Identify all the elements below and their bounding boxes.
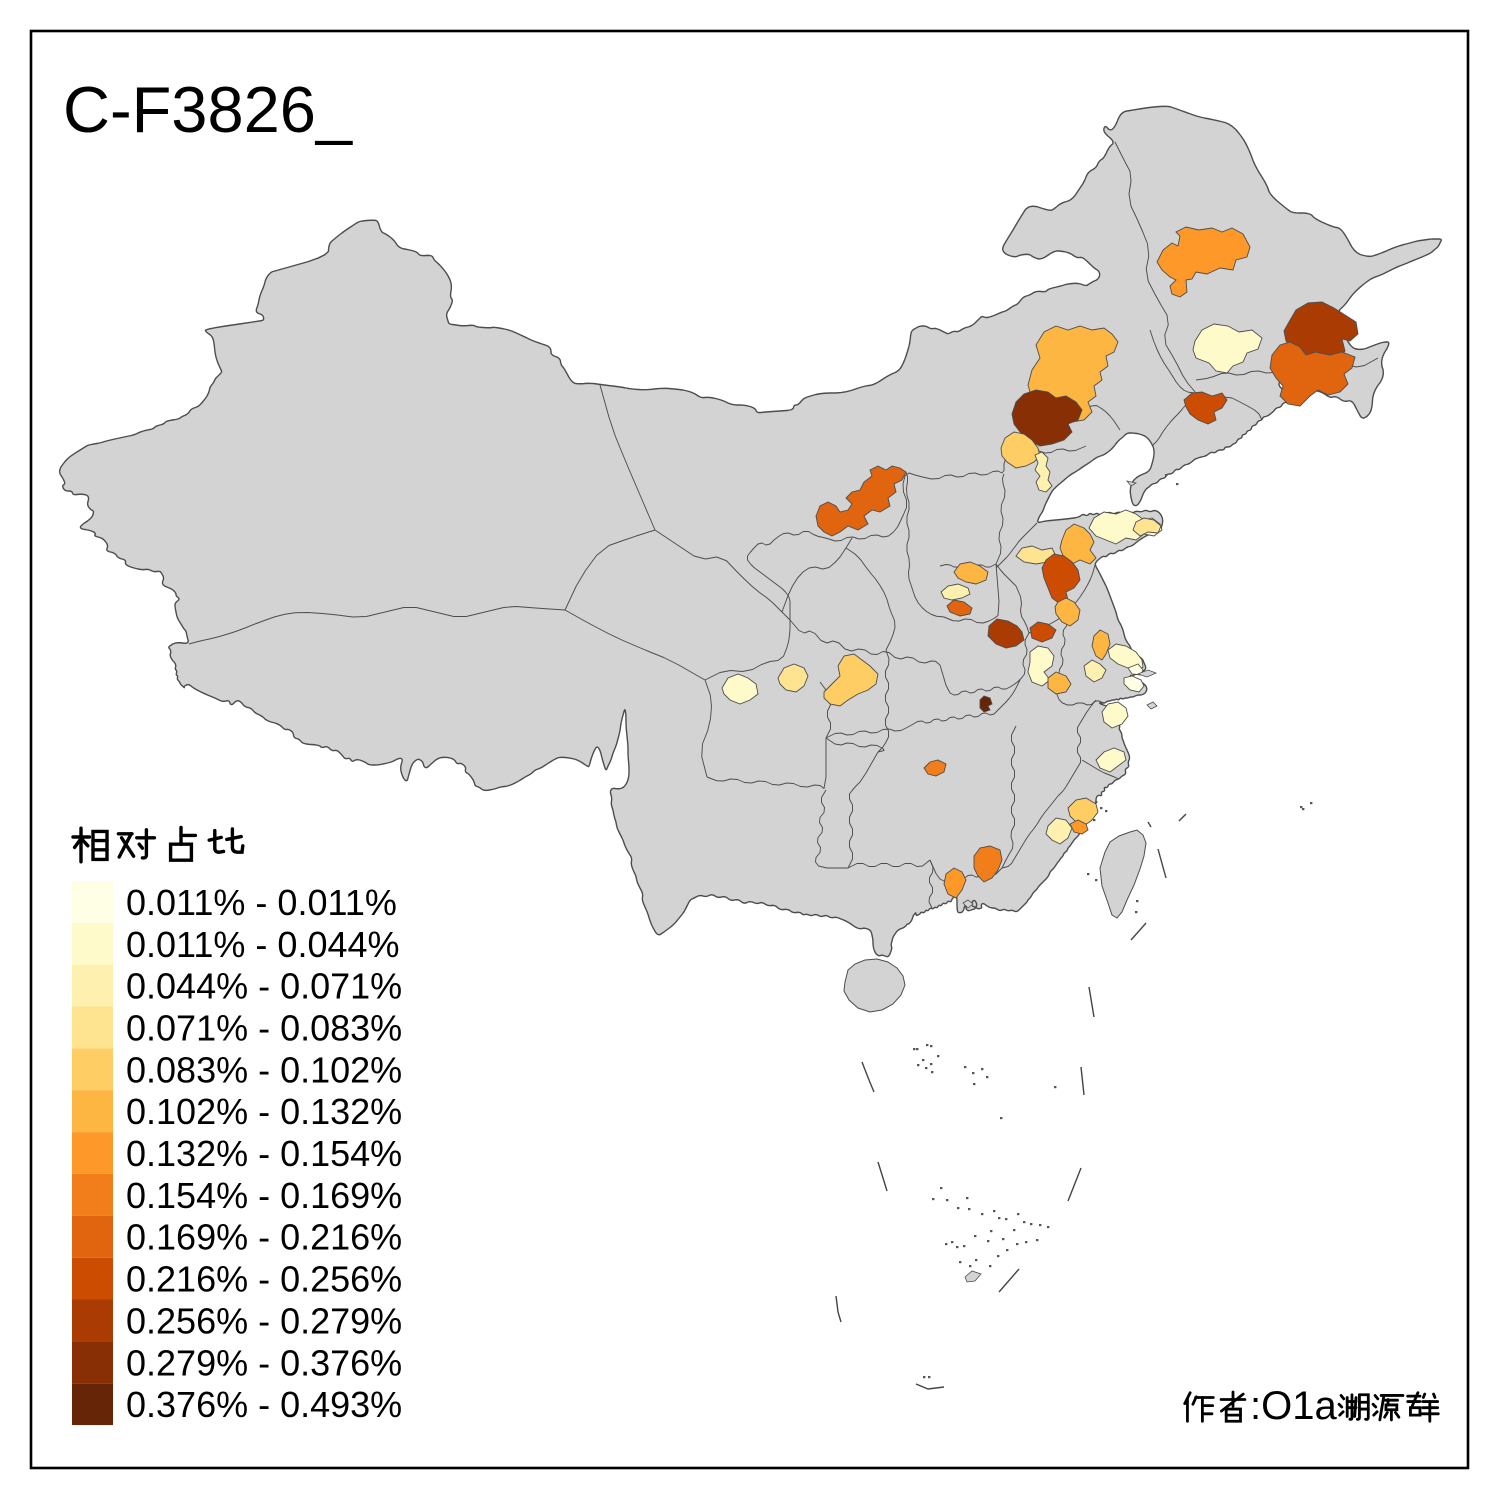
svg-text::O1a: :O1a [1250, 1384, 1337, 1428]
svg-text:0.169% - 0.216%: 0.169% - 0.216% [126, 1217, 402, 1258]
svg-text:0.083% - 0.102%: 0.083% - 0.102% [126, 1049, 402, 1090]
svg-text:0.279% - 0.376%: 0.279% - 0.376% [126, 1342, 402, 1383]
svg-text:0.071% - 0.083%: 0.071% - 0.083% [126, 1008, 402, 1049]
svg-text:0.256% - 0.279%: 0.256% - 0.279% [126, 1300, 402, 1341]
svg-text:0.376% - 0.493%: 0.376% - 0.493% [126, 1384, 402, 1425]
svg-text:0.044% - 0.071%: 0.044% - 0.071% [126, 966, 402, 1007]
svg-text:0.102% - 0.132%: 0.102% - 0.132% [126, 1091, 402, 1132]
svg-text:C-F3826_: C-F3826_ [63, 73, 353, 146]
svg-text:0.216% - 0.256%: 0.216% - 0.256% [126, 1259, 402, 1300]
svg-text:0.011% - 0.011%: 0.011% - 0.011% [126, 882, 397, 923]
svg-text:0.011% - 0.044%: 0.011% - 0.044% [126, 924, 400, 965]
svg-text:0.154% - 0.169%: 0.154% - 0.169% [126, 1175, 402, 1216]
svg-text:0.132% - 0.154%: 0.132% - 0.154% [126, 1133, 402, 1174]
